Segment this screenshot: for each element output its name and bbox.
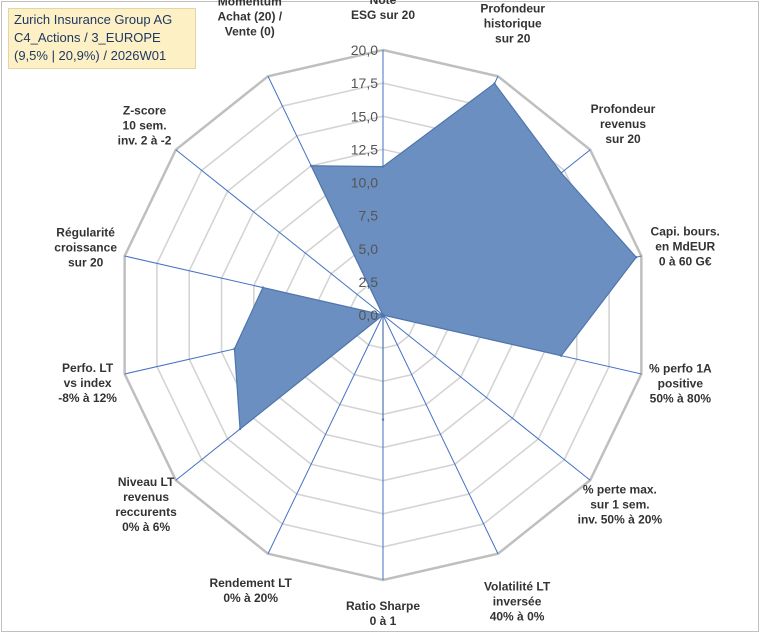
category-label: Momentum Achat (20) / Vente (0) [217, 0, 282, 38]
category-label: Rendement LT 0% à 20% [209, 576, 292, 605]
title-company: Zurich Insurance Group AG [14, 12, 173, 27]
series-area-zurich [233, 82, 637, 431]
title-category: C4_Actions / 3_EUROPE [14, 30, 161, 45]
tick-label: 10,0 [351, 175, 378, 191]
spoke-9 [267, 314, 384, 554]
category-label: Régularité croissance sur 20 [54, 226, 117, 270]
category-label: Niveau LT revenus reccurents 0% à 6% [115, 475, 177, 534]
data-point [493, 82, 496, 85]
series-points [233, 82, 638, 431]
category-label: Note ESG sur 20 [351, 0, 415, 22]
title-box: Zurich Insurance Group AG C4_Actions / 3… [8, 8, 196, 69]
spoke-7 [382, 314, 499, 554]
data-point [309, 164, 313, 167]
category-labels: Note ESG sur 20 Profondeur historique sur 20… [54, 0, 720, 628]
data-point [381, 418, 385, 421]
category-label: % perte max. sur 1 sem. inv. 50% à 20% [578, 482, 663, 526]
category-label: Profondeur revenus sur 20 [591, 102, 656, 146]
category-label: Perfo. LT vs index -8% à 12% [58, 361, 117, 405]
data-point [634, 256, 638, 259]
category-label: Volatilité LT inversée 40% à 0% [484, 579, 551, 623]
tick-label: 2,5 [359, 274, 379, 290]
tick-label: 5,0 [359, 241, 379, 257]
data-point [381, 165, 385, 168]
data-point [559, 171, 563, 175]
tick-label: 17,5 [351, 75, 378, 91]
spoke-6 [382, 314, 591, 481]
category-label: Capi. bours. en MdEUR 0 à 60 G€ [651, 225, 720, 269]
data-point [261, 286, 265, 289]
tick-label: 12,5 [351, 141, 378, 157]
category-label: Ratio Sharpe 0 à 1 [346, 599, 420, 628]
tick-label: 20,0 [351, 42, 378, 58]
data-point [238, 427, 242, 431]
tick-label: 15,0 [351, 108, 378, 124]
category-label: % perfo 1A positive 50% à 80% [649, 361, 712, 405]
data-point [381, 313, 385, 317]
category-label: Z-score 10 sem. inv. 2 à -2 [118, 103, 172, 147]
title-period: (9,5% | 20,9%) / 2026W01 [14, 48, 167, 63]
tick-label: 7,5 [359, 208, 379, 224]
radial-tick-labels: 0,0 2,5 5,0 7,5 10,0 12,5 15,0 17,5 20,0 [351, 42, 378, 323]
category-label: Profondeur historique sur 20 [480, 2, 545, 46]
data-point [233, 347, 236, 351]
data-point [560, 354, 563, 357]
tick-label: 0,0 [359, 307, 379, 323]
spoke-13 [175, 149, 384, 316]
